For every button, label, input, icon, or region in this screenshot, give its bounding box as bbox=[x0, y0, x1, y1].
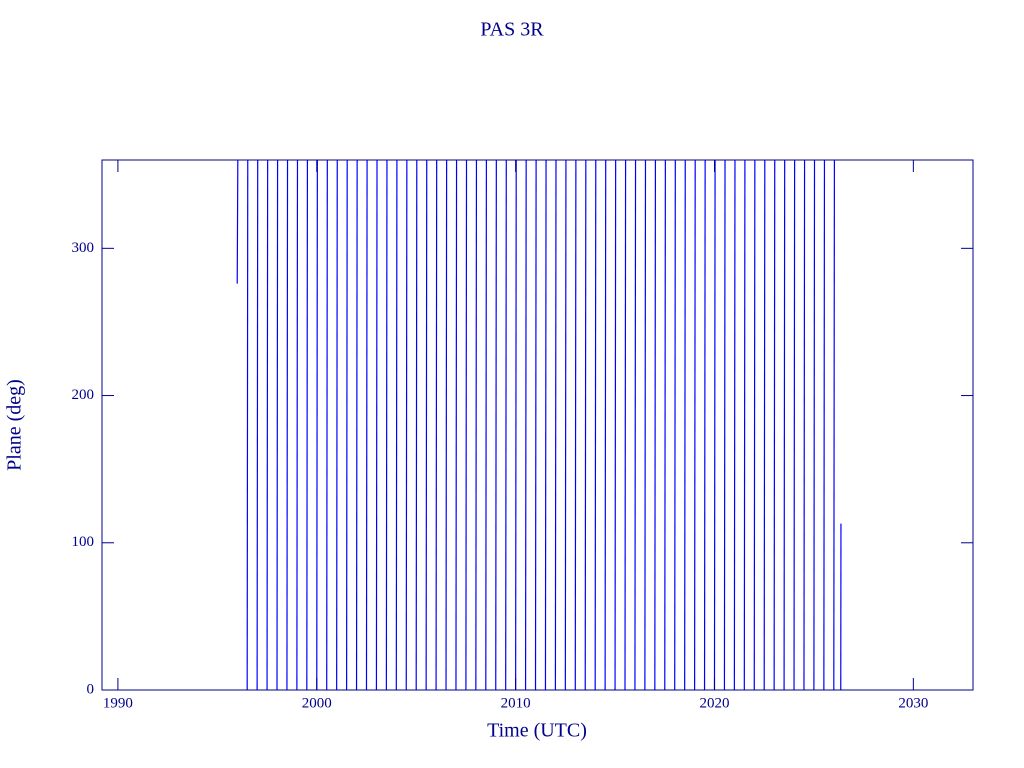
data-line bbox=[544, 159, 547, 691]
data-line bbox=[783, 159, 786, 691]
x-tick-label: 2030 bbox=[898, 695, 928, 711]
data-line bbox=[375, 159, 378, 691]
data-line bbox=[445, 159, 448, 691]
data-line bbox=[296, 159, 299, 691]
y-tick-label: 0 bbox=[87, 681, 95, 697]
data-line bbox=[564, 159, 567, 691]
data-line bbox=[723, 159, 726, 691]
data-line bbox=[773, 159, 776, 691]
x-tick-label: 1990 bbox=[103, 695, 133, 711]
data-line bbox=[753, 159, 756, 691]
data-line bbox=[326, 159, 328, 691]
data-line bbox=[644, 159, 647, 691]
data-line bbox=[654, 159, 657, 691]
data-line bbox=[405, 159, 408, 691]
data-line bbox=[505, 159, 507, 691]
y-tick-label: 300 bbox=[72, 240, 95, 256]
data-line bbox=[604, 159, 607, 691]
data-line bbox=[674, 159, 676, 691]
data-line bbox=[346, 159, 348, 691]
x-axis-label: Time (UTC) bbox=[487, 720, 587, 742]
x-tick-label: 2020 bbox=[699, 695, 729, 711]
y-axis-label: Plane (deg) bbox=[4, 379, 26, 471]
data-line bbox=[614, 159, 617, 691]
data-line bbox=[534, 159, 537, 691]
data-line bbox=[664, 159, 666, 691]
data-line bbox=[554, 159, 557, 691]
data-line bbox=[624, 159, 627, 691]
data-line bbox=[584, 159, 587, 691]
x-tick-label: 2010 bbox=[501, 695, 531, 711]
data-line bbox=[465, 159, 468, 691]
data-line bbox=[694, 159, 696, 691]
data-line bbox=[803, 159, 806, 691]
data-line bbox=[515, 159, 517, 691]
data-line bbox=[256, 159, 259, 691]
data-line bbox=[286, 159, 289, 691]
x-tick-label: 2000 bbox=[302, 695, 332, 711]
data-line bbox=[574, 159, 577, 691]
data-line bbox=[306, 159, 309, 691]
data-line bbox=[793, 159, 796, 691]
data-line bbox=[485, 159, 487, 691]
data-line bbox=[684, 159, 686, 691]
data-line bbox=[435, 159, 438, 691]
data-line bbox=[336, 159, 338, 691]
y-tick-label: 100 bbox=[72, 534, 95, 550]
data-line bbox=[833, 159, 835, 691]
data-line bbox=[743, 159, 746, 691]
data-line bbox=[594, 159, 597, 691]
plot-frame bbox=[101, 159, 974, 691]
data-line bbox=[355, 159, 358, 691]
data-line bbox=[763, 159, 766, 691]
chart-title: PAS 3R bbox=[480, 19, 544, 41]
y-tick-label: 200 bbox=[72, 387, 95, 403]
data-line bbox=[385, 159, 388, 691]
data-line bbox=[276, 159, 279, 691]
data-line bbox=[733, 159, 736, 691]
data-line bbox=[475, 159, 478, 691]
data-line bbox=[634, 159, 637, 691]
data-line bbox=[365, 159, 368, 691]
data-line bbox=[703, 159, 706, 691]
data-line bbox=[455, 159, 458, 691]
data-line bbox=[316, 159, 318, 691]
data-line bbox=[495, 159, 497, 691]
data-line bbox=[823, 159, 826, 691]
data-line bbox=[246, 159, 249, 691]
data-line bbox=[395, 159, 398, 691]
data-line bbox=[813, 159, 816, 691]
data-line bbox=[524, 159, 527, 691]
data-line bbox=[713, 159, 716, 691]
data-line bbox=[425, 159, 428, 691]
data-line bbox=[236, 159, 239, 284]
data-line bbox=[266, 159, 269, 691]
data-line bbox=[415, 159, 418, 691]
